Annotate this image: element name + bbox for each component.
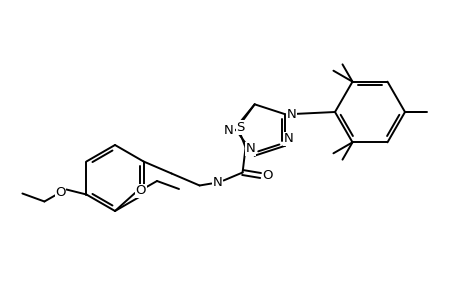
- Text: N: N: [212, 176, 222, 189]
- Text: O: O: [135, 184, 146, 197]
- Text: O: O: [55, 186, 66, 199]
- Text: N: N: [283, 132, 293, 146]
- Text: N: N: [224, 124, 233, 136]
- Text: N: N: [245, 142, 255, 155]
- Text: O: O: [262, 169, 272, 182]
- Text: S: S: [236, 121, 244, 134]
- Text: N: N: [286, 108, 296, 121]
